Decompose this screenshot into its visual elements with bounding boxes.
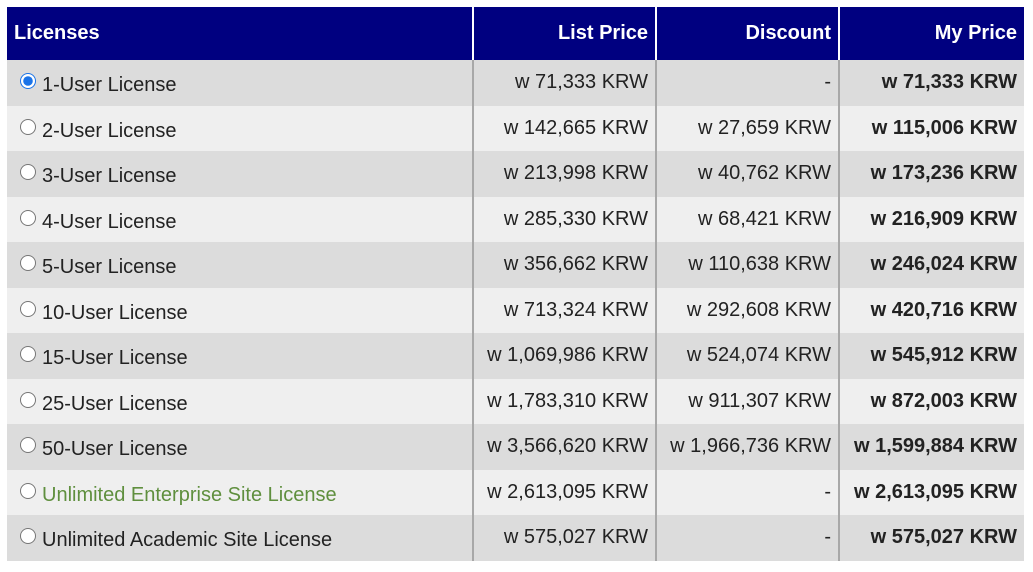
license-name-cell[interactable]: Unlimited Academic Site License	[7, 515, 474, 561]
license-name-cell[interactable]: Unlimited Enterprise Site License	[7, 469, 474, 515]
list-price-cell: w 142,665 KRW	[473, 105, 657, 151]
license-pricing-table: Licenses List Price Discount My Price 1-…	[7, 7, 1024, 561]
list-price-cell: w 1,069,986 KRW	[473, 333, 657, 379]
list-price-cell: w 1,783,310 KRW	[473, 378, 657, 424]
header-list-price: List Price	[473, 7, 657, 60]
my-price-cell: w 216,909 KRW	[839, 196, 1024, 242]
license-name-cell[interactable]: 25-User License	[7, 378, 474, 424]
header-licenses: Licenses	[7, 7, 474, 60]
list-price-cell: w 356,662 KRW	[473, 242, 657, 288]
my-price-cell: w 420,716 KRW	[839, 287, 1024, 333]
license-radio[interactable]	[20, 391, 36, 408]
table-row[interactable]: 1-User License w 71,333 KRW - w 71,333 K…	[7, 60, 1024, 106]
list-price-cell: w 575,027 KRW	[473, 515, 657, 561]
license-radio[interactable]	[20, 437, 36, 454]
license-label: 50-User License	[42, 438, 188, 461]
license-radio[interactable]	[20, 346, 36, 363]
table-row[interactable]: 3-User License w 213,998 KRW w 40,762 KR…	[7, 151, 1024, 197]
license-label: 4-User License	[42, 210, 177, 233]
table-row[interactable]: Unlimited Enterprise Site License w 2,61…	[7, 469, 1024, 515]
table-row[interactable]: 15-User License w 1,069,986 KRW w 524,07…	[7, 333, 1024, 379]
license-name-cell[interactable]: 1-User License	[7, 60, 474, 106]
my-price-cell: w 575,027 KRW	[839, 515, 1024, 561]
license-radio[interactable]	[20, 528, 36, 545]
discount-cell: w 110,638 KRW	[656, 242, 840, 288]
license-label: 25-User License	[42, 392, 188, 415]
table-row[interactable]: 25-User License w 1,783,310 KRW w 911,30…	[7, 378, 1024, 424]
license-label: Unlimited Academic Site License	[42, 529, 333, 552]
discount-cell: w 40,762 KRW	[656, 151, 840, 197]
discount-cell: -	[656, 515, 840, 561]
my-price-cell: w 2,613,095 KRW	[839, 469, 1024, 515]
license-label: 3-User License	[42, 165, 177, 188]
discount-cell: w 911,307 KRW	[656, 378, 840, 424]
my-price-cell: w 545,912 KRW	[839, 333, 1024, 379]
table-row[interactable]: 2-User License w 142,665 KRW w 27,659 KR…	[7, 105, 1024, 151]
list-price-cell: w 2,613,095 KRW	[473, 469, 657, 515]
my-price-cell: w 246,024 KRW	[839, 242, 1024, 288]
list-price-cell: w 285,330 KRW	[473, 196, 657, 242]
license-radio[interactable]	[20, 164, 36, 181]
my-price-cell: w 115,006 KRW	[839, 105, 1024, 151]
my-price-cell: w 173,236 KRW	[839, 151, 1024, 197]
license-radio[interactable]	[20, 300, 36, 317]
license-name-cell[interactable]: 50-User License	[7, 424, 474, 470]
discount-cell: w 1,966,736 KRW	[656, 424, 840, 470]
license-name-cell[interactable]: 4-User License	[7, 196, 474, 242]
list-price-cell: w 71,333 KRW	[473, 60, 657, 106]
discount-cell: w 68,421 KRW	[656, 196, 840, 242]
table-row[interactable]: 4-User License w 285,330 KRW w 68,421 KR…	[7, 196, 1024, 242]
license-name-cell[interactable]: 10-User License	[7, 287, 474, 333]
my-price-cell: w 71,333 KRW	[839, 60, 1024, 106]
license-radio[interactable]	[20, 255, 36, 272]
license-radio[interactable]	[20, 73, 36, 90]
table-header-row: Licenses List Price Discount My Price	[7, 7, 1024, 60]
table-row[interactable]: 50-User License w 3,566,620 KRW w 1,966,…	[7, 424, 1024, 470]
discount-cell: -	[656, 60, 840, 106]
list-price-cell: w 3,566,620 KRW	[473, 424, 657, 470]
license-radio[interactable]	[20, 482, 36, 499]
license-radio[interactable]	[20, 118, 36, 135]
license-name-cell[interactable]: 15-User License	[7, 333, 474, 379]
header-my-price: My Price	[839, 7, 1024, 60]
my-price-cell: w 872,003 KRW	[839, 378, 1024, 424]
discount-cell: -	[656, 469, 840, 515]
license-name-cell[interactable]: 5-User License	[7, 242, 474, 288]
license-radio[interactable]	[20, 209, 36, 226]
license-label: 15-User License	[42, 347, 188, 370]
header-discount: Discount	[656, 7, 840, 60]
list-price-cell: w 213,998 KRW	[473, 151, 657, 197]
license-label: 2-User License	[42, 119, 177, 142]
license-label: Unlimited Enterprise Site License	[42, 483, 337, 506]
table-row[interactable]: Unlimited Academic Site License w 575,02…	[7, 515, 1024, 561]
table-row[interactable]: 5-User License w 356,662 KRW w 110,638 K…	[7, 242, 1024, 288]
license-label: 1-User License	[42, 74, 177, 97]
discount-cell: w 27,659 KRW	[656, 105, 840, 151]
license-name-cell[interactable]: 2-User License	[7, 105, 474, 151]
table-row[interactable]: 10-User License w 713,324 KRW w 292,608 …	[7, 287, 1024, 333]
license-label: 5-User License	[42, 256, 177, 279]
license-label: 10-User License	[42, 301, 188, 324]
license-name-cell[interactable]: 3-User License	[7, 151, 474, 197]
my-price-cell: w 1,599,884 KRW	[839, 424, 1024, 470]
discount-cell: w 292,608 KRW	[656, 287, 840, 333]
discount-cell: w 524,074 KRW	[656, 333, 840, 379]
list-price-cell: w 713,324 KRW	[473, 287, 657, 333]
